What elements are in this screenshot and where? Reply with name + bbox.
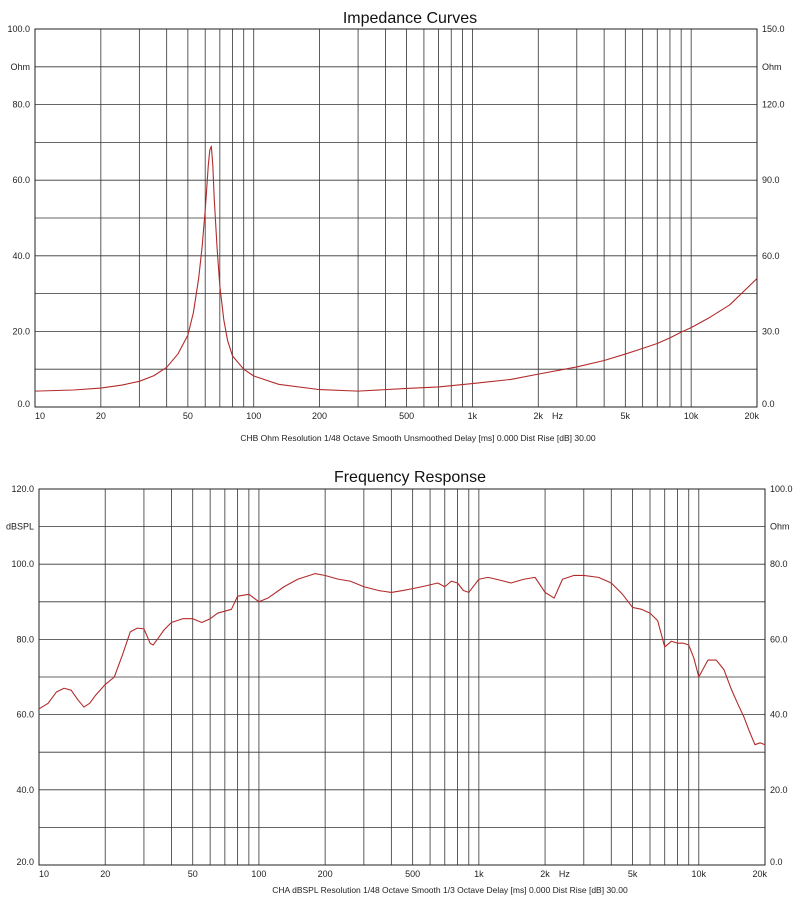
frequency-response-right-tick-label: 100.0 (770, 484, 793, 494)
impedance-x-tick-label: 1k (468, 411, 478, 421)
frequency-response-x-tick-label: 500 (405, 869, 420, 879)
impedance-chart: Impedance Curves CHB Ohm Resolution 1/48… (7, 10, 784, 443)
frequency-response-grid (39, 488, 765, 866)
frequency-response-x-tick-label: 5k (628, 869, 638, 879)
impedance-right-tick-label: 90.0 (762, 175, 780, 185)
frequency-response-left-tick-label: 20.0 (16, 857, 34, 867)
impedance-series-line (34, 145, 758, 392)
impedance-x-tick-label: 5k (621, 411, 631, 421)
frequency-response-left-tick-label: 60.0 (16, 710, 34, 720)
impedance-x-tick-label: 50 (183, 411, 193, 421)
frequency-response-plot-frame (38, 488, 766, 866)
impedance-left-tick-label: 80.0 (12, 100, 30, 110)
impedance-left-tick-label: 0.0 (17, 399, 30, 409)
impedance-left-tick-label: 100.0 (7, 24, 30, 34)
frequency-response-x-tick-label: 2k (540, 869, 550, 879)
frequency-response-x-tick-label: 200 (318, 869, 333, 879)
frequency-response-right-unit-label: Ohm (770, 522, 790, 532)
impedance-grid (35, 28, 757, 408)
impedance-x-tick-label: 2k (534, 411, 544, 421)
frequency-response-right-tick-label: 60.0 (770, 634, 788, 644)
impedance-right-tick-label: 120.0 (762, 100, 785, 110)
impedance-plot-frame (34, 28, 758, 408)
frequency-response-right-tick-label: 0.0 (770, 857, 783, 867)
impedance-x-tick-label: 10k (684, 411, 699, 421)
frequency-response-x-tick-label: 10 (39, 869, 49, 879)
frequency-response-left-tick-label: 100.0 (11, 559, 34, 569)
frequency-response-x-tick-label: 50 (188, 869, 198, 879)
impedance-x-unit-label: Hz (552, 411, 563, 421)
impedance-x-tick-label: 20k (744, 411, 759, 421)
impedance-right-unit-label: Ohm (762, 62, 782, 72)
impedance-right-tick-label: 30.0 (762, 326, 780, 336)
frequency-response-chart: Frequency Response CHA dBSPL Resolution … (6, 469, 793, 895)
impedance-right-tick-label: 0.0 (762, 399, 775, 409)
frequency-response-left-tick-label: 80.0 (16, 634, 34, 644)
impedance-x-tick-label: 20 (96, 411, 106, 421)
frequency-response-x-tick-label: 20 (100, 869, 110, 879)
impedance-chart-title: Impedance Curves (343, 10, 477, 27)
frequency-response-right-tick-label: 20.0 (770, 785, 788, 795)
frequency-response-right-tick-label: 80.0 (770, 559, 788, 569)
impedance-x-tick-label: 500 (399, 411, 414, 421)
impedance-x-tick-label: 100 (246, 411, 261, 421)
frequency-response-x-tick-label: 20k (752, 869, 767, 879)
impedance-x-tick-label: 10 (35, 411, 45, 421)
impedance-left-tick-label: 60.0 (12, 175, 30, 185)
impedance-left-unit-label: Ohm (10, 62, 30, 72)
frequency-response-chart-caption: CHA dBSPL Resolution 1/48 Octave Smooth … (272, 885, 628, 895)
frequency-response-x-tick-label: 1k (474, 869, 484, 879)
impedance-right-tick-label: 150.0 (762, 24, 785, 34)
frequency-response-left-tick-label: 120.0 (11, 484, 34, 494)
impedance-left-tick-label: 20.0 (12, 326, 30, 336)
impedance-left-tick-label: 40.0 (12, 251, 30, 261)
frequency-response-chart-title: Frequency Response (334, 469, 486, 486)
frequency-response-x-tick-label: 100 (251, 869, 266, 879)
frequency-response-left-tick-label: 40.0 (16, 785, 34, 795)
frequency-response-right-tick-label: 40.0 (770, 710, 788, 720)
impedance-right-tick-label: 60.0 (762, 251, 780, 261)
frequency-response-x-unit-label: Hz (559, 869, 570, 879)
impedance-chart-caption: CHB Ohm Resolution 1/48 Octave Smooth Un… (240, 433, 596, 443)
frequency-response-x-tick-label: 10k (692, 869, 707, 879)
impedance-x-tick-label: 200 (312, 411, 327, 421)
frequency-response-series-line (38, 573, 766, 746)
frequency-response-left-unit-label: dBSPL (6, 522, 34, 532)
